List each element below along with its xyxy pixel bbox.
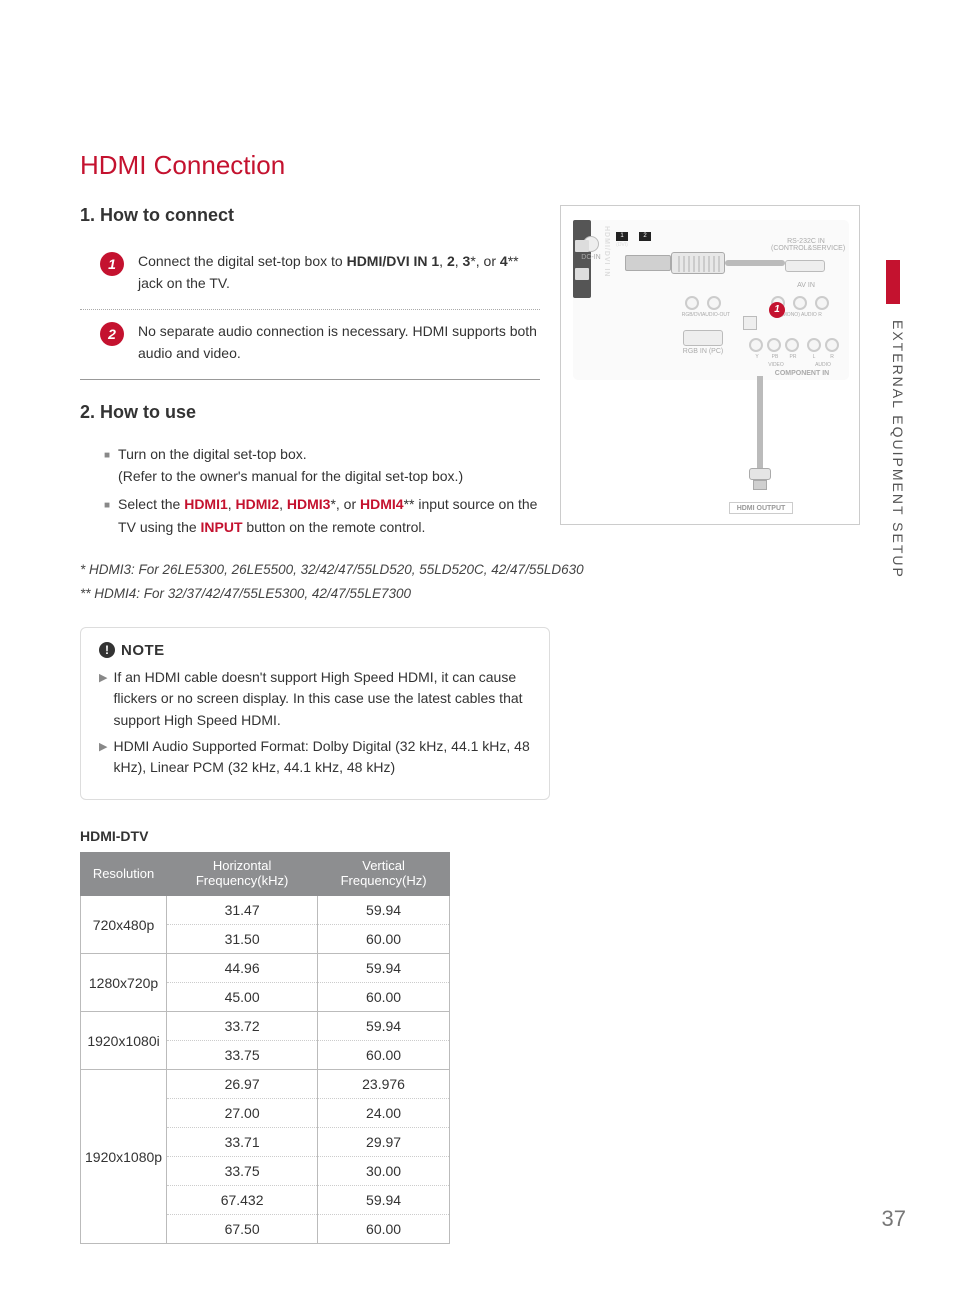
cell-vfreq: 60.00 [318,983,450,1012]
rs232-label: RS-232C IN (CONTROL&SERVICE) [771,238,841,252]
usb-port [743,316,757,330]
cell-vfreq: 59.94 [318,954,450,983]
cell-hfreq: 45.00 [167,983,318,1012]
table-label: HDMI-DTV [80,828,884,844]
hdmi-port-2-badge: 2 [639,232,651,241]
note-icon: ! [99,642,115,658]
comp-pr [785,338,799,352]
cell-vfreq: 30.00 [318,1157,450,1186]
rs232-port [785,260,825,272]
rca-l [793,296,807,310]
triangle-icon: ▶ [99,739,107,779]
step-1: 1 Connect the digital set-top box to HDM… [80,240,540,309]
cell-vfreq: 24.00 [318,1099,450,1128]
table-row: 1920x1080i33.7259.94 [81,1012,450,1041]
list-item: ■ Turn on the digital set-top box. (Refe… [104,443,540,488]
cell-vfreq: 23.976 [318,1070,450,1099]
avin-label: AV IN [791,282,821,289]
cell-resolution: 1920x1080p [81,1070,167,1244]
comp-l [807,338,821,352]
cell-resolution: 720x480p [81,896,167,954]
cell-hfreq: 31.47 [167,896,318,925]
step-text: No separate audio connection is necessar… [138,320,538,365]
cell-vfreq: 59.94 [318,1012,450,1041]
hdmi-dvi-label: HDMI/DVI IN [603,226,610,277]
dc-in-label: DC-IN [579,254,603,261]
bullet-icon: ■ [104,498,110,538]
tv-back-panel: DC-IN 1 (DVI) 2 HDMI/DVI IN RS-232C IN (… [573,220,849,380]
rgb-in-port [683,330,723,346]
hdmi-bottom-plug [743,468,777,496]
table-row: 1280x720p44.9659.94 [81,954,450,983]
cell-hfreq: 27.00 [167,1099,318,1128]
footnote: ** HDMI4: For 32/37/42/47/55LE5300, 42/4… [80,582,884,606]
connection-diagram: DC-IN 1 (DVI) 2 HDMI/DVI IN RS-232C IN (… [560,205,860,525]
cell-vfreq: 60.00 [318,1215,450,1244]
table-row: 720x480p31.4759.94 [81,896,450,925]
cell-vfreq: 60.00 [318,1041,450,1070]
note-box: ! NOTE ▶ If an HDMI cable doesn't suppor… [80,627,550,800]
cell-hfreq: 33.72 [167,1012,318,1041]
cell-hfreq: 33.75 [167,1041,318,1070]
cell-vfreq: 29.97 [318,1128,450,1157]
step-2: 2 No separate audio connection is necess… [80,309,540,379]
rgbin-label: RGB IN (PC) [677,348,729,355]
comp-r [825,338,839,352]
component-label: COMPONENT IN [767,370,837,377]
triangle-icon: ▶ [99,670,107,732]
table-row: 1920x1080p26.9723.976 [81,1070,450,1099]
audio-out-2 [707,296,721,310]
comp-y [749,338,763,352]
cell-hfreq: 31.50 [167,925,318,954]
section-heading-use: 2. How to use [80,402,540,423]
hdmi-cable-plug [625,252,745,274]
cell-hfreq: 67.50 [167,1215,318,1244]
hdmi-output-label: HDMI OUTPUT [729,502,793,514]
note-item: ▶ HDMI Audio Supported Format: Dolby Dig… [99,736,531,779]
audio-out-1 [685,296,699,310]
cell-hfreq: 44.96 [167,954,318,983]
diagram-marker-1: 1 [769,302,785,318]
connect-steps: 1 Connect the digital set-top box to HDM… [80,240,540,380]
cell-resolution: 1280x720p [81,954,167,1012]
comp-pb [767,338,781,352]
cell-vfreq: 60.00 [318,925,450,954]
note-item: ▶ If an HDMI cable doesn't support High … [99,667,531,732]
step-text: Connect the digital set-top box to HDMI/… [138,250,538,295]
th-vfreq: Vertical Frequency(Hz) [318,853,450,896]
cell-vfreq: 59.94 [318,896,450,925]
cell-resolution: 1920x1080i [81,1012,167,1070]
hdmi-cable [757,376,763,472]
cell-hfreq: 67.432 [167,1186,318,1215]
step-badge: 1 [100,252,124,276]
footnotes: * HDMI3: For 26LE5300, 26LE5500, 32/42/4… [80,558,884,607]
th-resolution: Resolution [81,853,167,896]
cell-hfreq: 33.75 [167,1157,318,1186]
cell-vfreq: 59.94 [318,1186,450,1215]
list-item: ■ Select the HDMI1, HDMI2, HDMI3*, or HD… [104,493,540,538]
th-hfreq: Horizontal Frequency(kHz) [167,853,318,896]
page-title: HDMI Connection [80,150,884,181]
bullet-icon: ■ [104,448,110,488]
rca-r [815,296,829,310]
section-heading-connect: 1. How to connect [80,205,540,226]
cell-hfreq: 26.97 [167,1070,318,1099]
hdmi-port-1-badge: 1 [616,232,628,241]
cell-hfreq: 33.71 [167,1128,318,1157]
step-badge: 2 [100,322,124,346]
footnote: * HDMI3: For 26LE5300, 26LE5500, 32/42/4… [80,558,884,582]
note-title: NOTE [121,642,165,659]
use-bullets: ■ Turn on the digital set-top box. (Refe… [80,437,540,555]
hdmi-dtv-table: Resolution Horizontal Frequency(kHz) Ver… [80,852,450,1244]
